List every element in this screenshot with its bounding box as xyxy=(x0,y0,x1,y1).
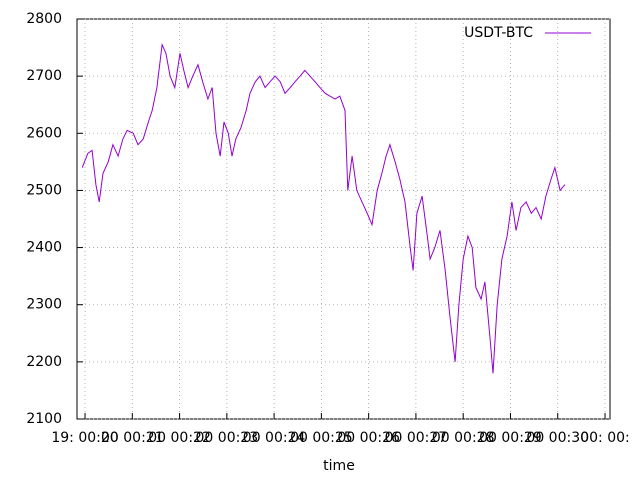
x-tick-label: 00 00:23 xyxy=(196,430,259,446)
x-axis-label: time xyxy=(323,458,355,474)
x-tick-label: 00 00:29 xyxy=(479,430,542,446)
data-line xyxy=(81,42,566,374)
y-tick-label: 2600 xyxy=(26,125,62,141)
x-tick-label: 00 00:27 xyxy=(385,430,448,446)
x-tick-label: 00 00:24 xyxy=(243,430,306,446)
y-tick-label: 2100 xyxy=(26,411,62,427)
plot-frame xyxy=(76,18,611,420)
x-tick-label: 00 00:25 xyxy=(290,430,353,446)
y-tick-label: 2700 xyxy=(26,68,62,84)
y-tick-label: 2800 xyxy=(26,11,62,27)
y-tick-label: 2500 xyxy=(26,182,62,198)
x-tick-label: 00 00:22 xyxy=(148,430,211,446)
legend-label: USDT-BTC xyxy=(464,25,533,41)
y-tick-label: 2200 xyxy=(26,354,62,370)
x-tick-label: 00 00:28 xyxy=(432,430,495,446)
y-tick-label: 2300 xyxy=(26,297,62,313)
x-tick-label: 00 00:30 xyxy=(526,430,589,446)
x-tick-label: 19: 00:20 xyxy=(51,430,118,446)
x-tick-label: 00 00:26 xyxy=(337,430,400,446)
x-tick-label: 00 00:21 xyxy=(101,430,164,446)
y-tick-label: 2400 xyxy=(26,240,62,256)
x-tick-label: 00: 00: xyxy=(580,430,630,446)
